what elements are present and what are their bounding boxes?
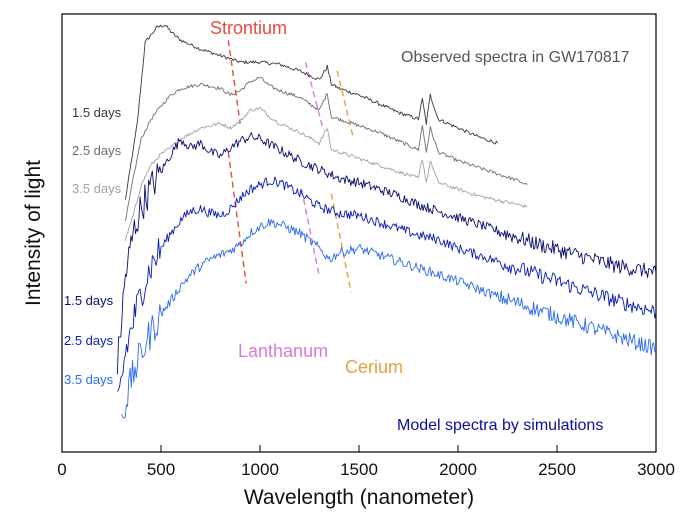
x-tick-label-2000: 2000 [439,460,477,479]
series-label-obs-3-5: 3.5 days [72,181,122,196]
strontium-guide-model [227,151,247,284]
x-ticks: 0 500 1000 1500 2000 2500 3000 [57,445,675,479]
series-label-model-1-5: 1.5 days [64,293,114,308]
spectrum-obs-2-5 [124,77,528,222]
series-label-model-2-5: 2.5 days [64,333,114,348]
lanthanum-label: Lanthanum [238,341,328,361]
x-tick-label-2500: 2500 [538,460,576,479]
cerium-label: Cerium [345,357,403,377]
spectrum-obs-1-5 [124,24,498,200]
cerium-guide-model [330,193,352,293]
strontium-label: Strontium [210,18,287,38]
spectrum-model-2-5 [117,176,657,392]
series-group [116,24,657,419]
strontium-guide-observed [227,40,241,124]
observed-spectra-title: Observed spectra in GW170817 [401,49,630,66]
x-tick-label-1000: 1000 [241,460,279,479]
series-label-obs-2-5: 2.5 days [72,143,122,158]
cerium-guide-observed [336,70,354,137]
series-label-model-3-5: 3.5 days [64,372,114,387]
x-axis-label: Wavelength (nanometer) [244,486,474,509]
x-tick-label-500: 500 [147,460,175,479]
spectrum-model-3-5 [121,218,657,419]
spectrum-obs-3-5 [124,106,528,241]
y-axis-label: Intensity of light [22,160,45,306]
x-tick-label-3000: 3000 [637,460,675,479]
plot-frame [61,13,657,453]
x-tick-label-0: 0 [57,460,66,479]
model-spectra-title: Model spectra by simulations [397,417,603,434]
lanthanum-guide-model [300,189,321,277]
element-guide-lines [227,40,354,293]
lanthanum-guide-observed [304,62,325,131]
spectrum-model-1-5 [116,132,657,375]
x-tick-label-1500: 1500 [340,460,378,479]
series-label-obs-1-5: 1.5 days [72,105,122,120]
